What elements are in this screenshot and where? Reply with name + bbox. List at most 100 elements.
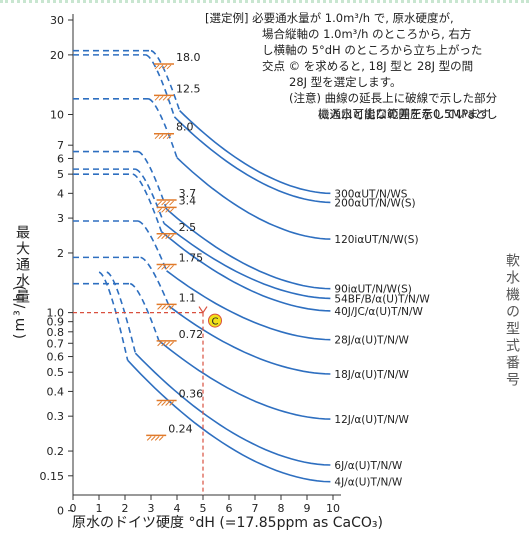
y-tick-label: 1.0 bbox=[47, 307, 65, 320]
capacity-mark-hatch bbox=[166, 134, 172, 140]
curve-solid-3 bbox=[166, 208, 331, 290]
series-label: 40J/JC/α(U)T/N/W bbox=[334, 306, 423, 318]
capacity-mark-hatch bbox=[165, 401, 170, 406]
capacity-mark-hatch bbox=[154, 64, 160, 70]
y-tick-label: 3 bbox=[57, 212, 64, 225]
x-tick-label: 6 bbox=[226, 502, 233, 515]
capacity-mark-hatch bbox=[161, 265, 166, 270]
curve-solid-1 bbox=[173, 116, 331, 204]
curve-dashed-9 bbox=[106, 271, 137, 354]
curve-dashed-8 bbox=[73, 282, 160, 341]
capacity-mark-label: 0.24 bbox=[168, 422, 193, 435]
capacity-mark-hatch bbox=[161, 305, 166, 310]
capacity-mark-hatch bbox=[165, 341, 170, 347]
capacity-mark-hatch bbox=[154, 436, 160, 441]
y-tick-label: 0.2 bbox=[47, 445, 65, 458]
note-line-4: 交点 © を求めると, 18J 型と 28J 型の間 bbox=[262, 59, 474, 73]
curve-dashed-3 bbox=[73, 150, 168, 210]
series-label: 54BF/B/α(U)T/N/W bbox=[334, 293, 430, 305]
capacity-mark-hatch bbox=[169, 341, 174, 347]
capacity-mark-hatch bbox=[157, 207, 162, 213]
x-tick-label: 3 bbox=[148, 502, 155, 515]
y-tick-label: 0.6 bbox=[47, 351, 65, 364]
capacity-mark-label: 3.7 bbox=[179, 187, 197, 200]
curve-dashed-2 bbox=[73, 98, 178, 158]
y-tick-label: 4 bbox=[57, 187, 64, 200]
capacity-mark-label: 1.1 bbox=[179, 291, 197, 304]
capacity-mark-hatch bbox=[158, 134, 164, 140]
capacity-mark-hatch bbox=[165, 200, 170, 206]
x-tick-label: 0 bbox=[70, 502, 77, 515]
curve-dashed-10 bbox=[98, 271, 129, 361]
capacity-mark-hatch bbox=[162, 134, 168, 140]
y-axis-unit: (m³/h) bbox=[12, 283, 28, 339]
y-tick-label: 20 bbox=[50, 49, 64, 62]
y-tick-label: 0.15 bbox=[40, 470, 65, 483]
x-tick-label: 2 bbox=[122, 502, 129, 515]
series-label: 18J/α(U)T/N/W bbox=[334, 369, 409, 381]
y-tick-label: 0.3 bbox=[47, 410, 65, 423]
curve-dashed-4 bbox=[73, 168, 165, 224]
capacity-mark-label: 2.5 bbox=[179, 221, 197, 234]
capacity-mark-hatch bbox=[154, 134, 160, 140]
capacity-mark-hatch bbox=[162, 64, 168, 70]
curve-solid-5 bbox=[160, 230, 331, 312]
series-label: 120iαUT/N/W(S) bbox=[334, 234, 418, 246]
series-label: 90iαUT/N/W(S) bbox=[334, 284, 411, 296]
capacity-mark-hatch bbox=[166, 95, 172, 101]
capacity-mark-hatch bbox=[157, 341, 162, 347]
y-tick-label: 0.4 bbox=[47, 385, 65, 398]
capacity-mark-hatch bbox=[157, 200, 162, 206]
x-tick-label: 8 bbox=[278, 502, 285, 515]
capacity-mark-hatch bbox=[169, 265, 174, 270]
capacity-mark-hatch bbox=[169, 305, 174, 310]
capacity-mark-label: 8.0 bbox=[176, 121, 194, 134]
capacity-mark-hatch bbox=[158, 64, 164, 70]
capacity-mark-hatch bbox=[157, 401, 162, 406]
model-number-side-label: 軟水機の型式番号 bbox=[504, 253, 520, 389]
capacity-mark-hatch bbox=[169, 234, 174, 240]
y-tick-label: 0 bbox=[57, 505, 64, 518]
series-label: 28J/α(U)T/N/W bbox=[334, 335, 409, 347]
capacity-mark-label: 1.75 bbox=[179, 251, 204, 264]
capacity-mark-label: 3.4 bbox=[179, 194, 197, 207]
capacity-mark-hatch bbox=[161, 234, 166, 240]
curve-solid-10 bbox=[127, 359, 331, 483]
y-axis-title: 最大通水量 bbox=[14, 225, 30, 305]
curve-solid-7 bbox=[168, 305, 331, 375]
y-tick-label: 0.8 bbox=[47, 326, 65, 339]
note-line-3: し横軸の 5°dH のところから立ち上がった bbox=[262, 43, 483, 57]
capacity-mark-hatch bbox=[169, 207, 174, 213]
x-tick-label: 1 bbox=[96, 502, 103, 515]
curve-solid-0 bbox=[179, 110, 331, 195]
x-tick-label: 4 bbox=[174, 502, 181, 515]
curve-dashed-5 bbox=[73, 173, 163, 232]
selection-arrow bbox=[198, 306, 208, 314]
y-tick-label: 0.7 bbox=[47, 337, 65, 350]
curve-solid-6 bbox=[166, 270, 331, 341]
capacity-mark-hatch bbox=[162, 95, 168, 101]
x-tick-label: 9 bbox=[304, 502, 311, 515]
capacity-mark-hatch bbox=[157, 305, 162, 310]
curve-dashed-0 bbox=[73, 49, 181, 111]
series-label: 4J/α(U)T/N/W bbox=[334, 477, 402, 489]
y-tick-label: 0.9 bbox=[47, 316, 65, 329]
capacity-mark-label: 0.36 bbox=[179, 387, 204, 400]
series-label: 200αUT/N/W(S) bbox=[334, 197, 415, 209]
capacity-mark-hatch bbox=[157, 234, 162, 240]
y-tick-label: 5 bbox=[57, 168, 64, 181]
capacity-mark-label: 12.5 bbox=[176, 82, 201, 95]
note-line-5: 28J 型を選定します。 bbox=[289, 75, 402, 89]
capacity-mark-hatch bbox=[165, 305, 170, 310]
selection-point-marker bbox=[208, 313, 222, 328]
curve-solid-8 bbox=[158, 339, 331, 420]
y-tick-label: 7 bbox=[57, 139, 64, 152]
curve-dashed-1 bbox=[73, 54, 176, 118]
capacity-mark-hatch bbox=[146, 436, 152, 441]
series-label: 300αUT/N/WS bbox=[334, 188, 407, 200]
capacity-mark-hatch bbox=[165, 265, 170, 270]
y-tick-label: 30 bbox=[50, 14, 64, 27]
capacity-mark-label: 0.72 bbox=[179, 328, 204, 341]
note-line-8: に通水可能な範囲を示しています bbox=[318, 107, 491, 121]
